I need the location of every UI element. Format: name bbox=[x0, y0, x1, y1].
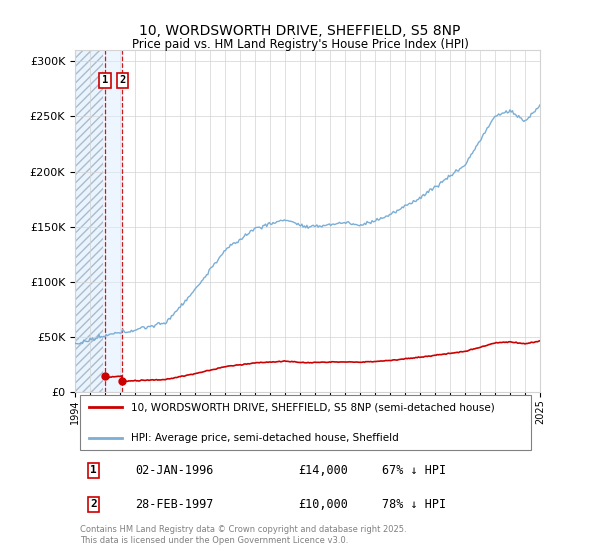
Text: Price paid vs. HM Land Registry's House Price Index (HPI): Price paid vs. HM Land Registry's House … bbox=[131, 38, 469, 52]
Text: 02-JAN-1996: 02-JAN-1996 bbox=[136, 464, 214, 477]
Text: 2: 2 bbox=[119, 75, 125, 85]
Bar bbox=[75, 50, 103, 392]
Text: 78% ↓ HPI: 78% ↓ HPI bbox=[382, 498, 446, 511]
Text: £14,000: £14,000 bbox=[298, 464, 348, 477]
Text: 67% ↓ HPI: 67% ↓ HPI bbox=[382, 464, 446, 477]
Text: 28-FEB-1997: 28-FEB-1997 bbox=[136, 498, 214, 511]
Text: 10, WORDSWORTH DRIVE, SHEFFIELD, S5 8NP (semi-detached house): 10, WORDSWORTH DRIVE, SHEFFIELD, S5 8NP … bbox=[131, 402, 494, 412]
Bar bbox=[105, 50, 122, 392]
FancyBboxPatch shape bbox=[80, 395, 531, 450]
Text: £10,000: £10,000 bbox=[298, 498, 348, 511]
Text: 10, WORDSWORTH DRIVE, SHEFFIELD, S5 8NP: 10, WORDSWORTH DRIVE, SHEFFIELD, S5 8NP bbox=[139, 24, 461, 38]
Text: Contains HM Land Registry data © Crown copyright and database right 2025.
This d: Contains HM Land Registry data © Crown c… bbox=[80, 525, 406, 545]
Text: 1: 1 bbox=[102, 75, 108, 85]
Text: HPI: Average price, semi-detached house, Sheffield: HPI: Average price, semi-detached house,… bbox=[131, 433, 398, 443]
Text: 2: 2 bbox=[90, 500, 97, 510]
Bar bbox=[75, 50, 103, 392]
Text: 1: 1 bbox=[90, 465, 97, 475]
